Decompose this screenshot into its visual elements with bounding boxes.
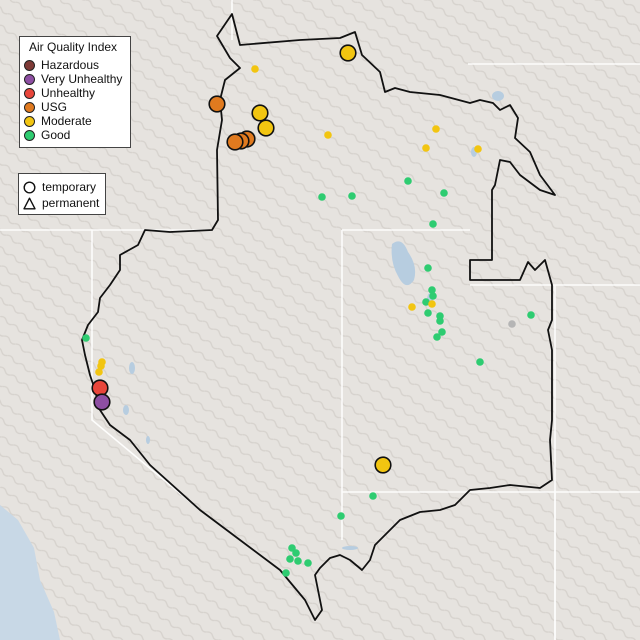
usg-swatch-icon	[24, 101, 35, 113]
permanent-monitor-marker[interactable]	[422, 144, 430, 152]
great-salt-lake	[391, 241, 416, 286]
permanent-monitor-marker[interactable]	[429, 220, 437, 228]
permanent-monitor-marker[interactable]	[95, 368, 103, 376]
permanent-monitor-marker[interactable]	[424, 309, 432, 317]
permanent-monitor-marker[interactable]	[292, 549, 300, 557]
legend-label: Very Unhealthy	[41, 72, 123, 86]
temporary-monitor-marker[interactable]	[339, 44, 357, 62]
permanent-monitor-marker[interactable]	[422, 298, 430, 306]
permanent-label: permanent	[42, 196, 100, 210]
permanent-monitor-marker[interactable]	[433, 333, 441, 341]
aqi-legend: Air Quality Index Hazardous Very Unhealt…	[19, 36, 131, 148]
permanent-monitor-marker[interactable]	[369, 492, 377, 500]
legend-label: Unhealthy	[41, 86, 96, 100]
legend-item-moderate: Moderate	[24, 114, 92, 128]
moderate-swatch-icon	[24, 115, 35, 127]
region-outline	[81, 13, 556, 621]
permanent-monitor-marker[interactable]	[408, 303, 416, 311]
permanent-monitor-marker[interactable]	[428, 286, 436, 294]
legend-item-temporary: temporary	[23, 180, 96, 194]
permanent-monitor-marker[interactable]	[432, 125, 440, 133]
permanent-monitor-marker[interactable]	[424, 264, 432, 272]
very-unhealthy-swatch-icon	[24, 73, 35, 85]
legend-label: Good	[41, 128, 71, 142]
hazardous-swatch-icon	[24, 59, 35, 71]
permanent-monitor-marker[interactable]	[527, 311, 535, 319]
temporary-monitor-marker[interactable]	[257, 119, 275, 137]
permanent-monitor-marker[interactable]	[438, 328, 446, 336]
permanent-monitor-marker[interactable]	[476, 358, 484, 366]
permanent-monitor-marker[interactable]	[97, 362, 105, 370]
permanent-monitor-marker[interactable]	[337, 512, 345, 520]
permanent-monitor-marker[interactable]	[429, 292, 437, 300]
permanent-monitor-marker[interactable]	[428, 300, 436, 308]
permanent-monitor-marker[interactable]	[508, 320, 516, 328]
monitor-markers	[82, 44, 535, 577]
monitor-type-legend: temporary permanent	[18, 173, 106, 215]
lake-mead	[342, 546, 358, 550]
permanent-monitor-marker[interactable]	[82, 334, 90, 342]
legend-label: Moderate	[41, 114, 92, 128]
legend-item-usg: USG	[24, 100, 67, 114]
state-border-ca-nv	[91, 230, 201, 511]
permanent-monitor-marker[interactable]	[282, 569, 290, 577]
pyramid-lake	[129, 362, 135, 374]
temporary-monitor-marker[interactable]	[226, 133, 244, 151]
lake-tahoe	[123, 405, 129, 415]
pacific-ocean	[0, 505, 60, 640]
legend-label: Hazardous	[41, 58, 100, 72]
good-swatch-icon	[24, 129, 35, 141]
permanent-monitor-marker[interactable]	[440, 189, 448, 197]
legend-item-unhealthy: Unhealthy	[24, 86, 95, 100]
temporary-label: temporary	[42, 180, 97, 194]
permanent-monitor-marker[interactable]	[251, 65, 259, 73]
permanent-monitor-marker[interactable]	[436, 312, 444, 320]
legend-item-very-unhealthy: Very Unhealthy	[24, 72, 122, 86]
permanent-monitor-marker[interactable]	[304, 559, 312, 567]
permanent-monitor-marker[interactable]	[324, 131, 332, 139]
temporary-monitor-marker[interactable]	[93, 393, 111, 411]
temporary-monitor-marker[interactable]	[374, 456, 392, 474]
circle-icon	[23, 180, 36, 194]
permanent-monitor-marker[interactable]	[348, 192, 356, 200]
permanent-monitor-marker[interactable]	[286, 555, 294, 563]
permanent-monitor-marker[interactable]	[318, 193, 326, 201]
walker-lake	[146, 436, 150, 444]
legend-item-permanent: permanent	[23, 196, 99, 210]
legend-title: Air Quality Index	[29, 40, 118, 54]
legend-label: USG	[41, 100, 68, 114]
unhealthy-swatch-icon	[24, 87, 35, 99]
permanent-monitor-marker[interactable]	[294, 557, 302, 565]
legend-item-good: Good	[24, 128, 70, 142]
permanent-monitor-marker[interactable]	[474, 145, 482, 153]
temporary-monitor-marker[interactable]	[91, 379, 109, 397]
yellowstone-lake	[492, 91, 504, 101]
lakes	[123, 91, 504, 550]
triangle-icon	[23, 197, 36, 209]
temporary-monitor-marker[interactable]	[251, 104, 269, 122]
permanent-monitor-marker[interactable]	[404, 177, 412, 185]
legend-item-hazardous: Hazardous	[24, 58, 99, 72]
temporary-monitor-marker[interactable]	[208, 95, 226, 113]
